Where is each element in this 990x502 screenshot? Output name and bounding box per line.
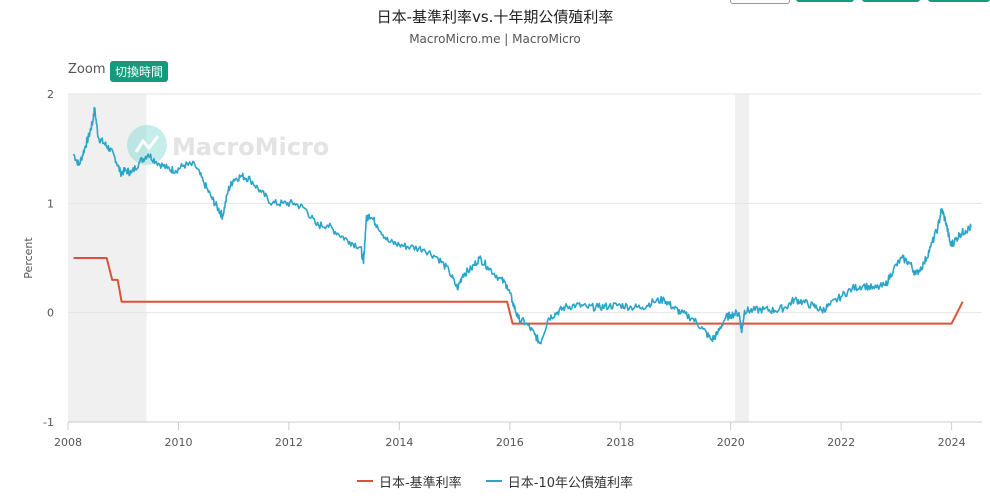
- x-tick-label: 2018: [606, 436, 634, 449]
- recession-band-1: [735, 94, 749, 422]
- x-tick-label: 2008: [54, 436, 82, 449]
- legend-swatch-10y-yield: [485, 480, 502, 482]
- series-line-10y-yield[interactable]: [72, 106, 972, 345]
- x-tick-label: 2016: [496, 436, 524, 449]
- legend-item-policy-rate[interactable]: 日本-基準利率: [356, 472, 462, 491]
- y-tick-label: -1: [43, 416, 54, 429]
- series-line-policy-rate[interactable]: [73, 257, 964, 325]
- legend-swatch-policy-rate: [356, 480, 373, 482]
- toolbar-button-3[interactable]: [862, 0, 920, 2]
- x-tick-label: 2010: [164, 436, 192, 449]
- macromicro-watermark: MacroMicro: [127, 125, 329, 165]
- legend-item-10y-yield[interactable]: 日本-10年公債殖利率: [485, 472, 634, 491]
- y-tick-label: 2: [47, 88, 54, 101]
- x-tick-label: 2024: [938, 436, 966, 449]
- chart-title: 日本-基準利率vs.十年期公債殖利率: [376, 8, 614, 26]
- zoom-label: Zoom: [68, 62, 106, 77]
- x-tick-label: 2020: [717, 436, 745, 449]
- chart-plot: MacroMicro -1 0 1 2 2008 2010 2012 2014 2016 201…: [22, 88, 982, 449]
- toolbar-button-1[interactable]: [730, 0, 790, 4]
- toolbar-button-2[interactable]: [796, 0, 854, 2]
- x-tick-label: 2022: [827, 436, 855, 449]
- watermark-text: MacroMicro: [172, 133, 329, 161]
- y-tick-label: 0: [47, 307, 54, 320]
- x-tick-label: 2012: [275, 436, 303, 449]
- y-tick-label: 1: [47, 197, 54, 210]
- chart-legend: 日本-基準利率 日本-10年公債殖利率: [0, 471, 990, 491]
- x-tick-label: 2014: [385, 436, 413, 449]
- chart-subtitle: MacroMicro.me | MacroMicro: [409, 32, 581, 46]
- toolbar-button-4[interactable]: [928, 0, 990, 2]
- legend-label-10y-yield: 日本-10年公債殖利率: [507, 475, 634, 491]
- legend-label-policy-rate: 日本-基準利率: [378, 475, 462, 491]
- y-axis-label: Percent: [22, 237, 35, 279]
- zoom-time-button[interactable]: 切換時間: [110, 61, 169, 82]
